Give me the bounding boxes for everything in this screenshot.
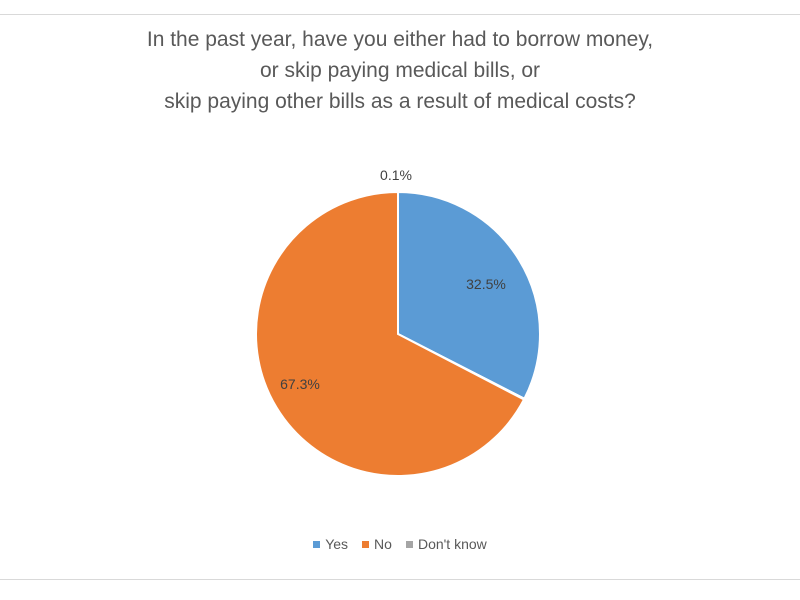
chart-title: In the past year, have you either had to… (0, 24, 800, 117)
legend-item-dont-know: Don't know (405, 536, 487, 552)
data-label-no: 67.3% (280, 376, 320, 392)
chart-title-line-2: or skip paying medical bills, or (259, 59, 541, 82)
legend-label-yes: Yes (325, 536, 349, 552)
data-label-yes: 32.5% (466, 276, 506, 292)
legend-swatch-yes (313, 540, 321, 548)
pie-slice-yes (397, 190, 541, 401)
chart-title-line-1: In the past year, have you either had to… (146, 28, 654, 51)
chart-title-line-3: skip paying other bills as a result of m… (164, 90, 636, 113)
legend: Yes No Don't know (0, 536, 800, 552)
pie-slice-no (255, 190, 526, 477)
legend-swatch-no (362, 540, 370, 548)
data-label-don-t-know: 0.1% (380, 167, 412, 183)
legend-label-dont-know: Don't know (417, 536, 487, 552)
legend-item-no: No (362, 536, 392, 552)
legend-item-yes: Yes (313, 536, 348, 552)
legend-swatch-dont-know (405, 540, 413, 548)
legend-label-no: No (374, 536, 392, 552)
